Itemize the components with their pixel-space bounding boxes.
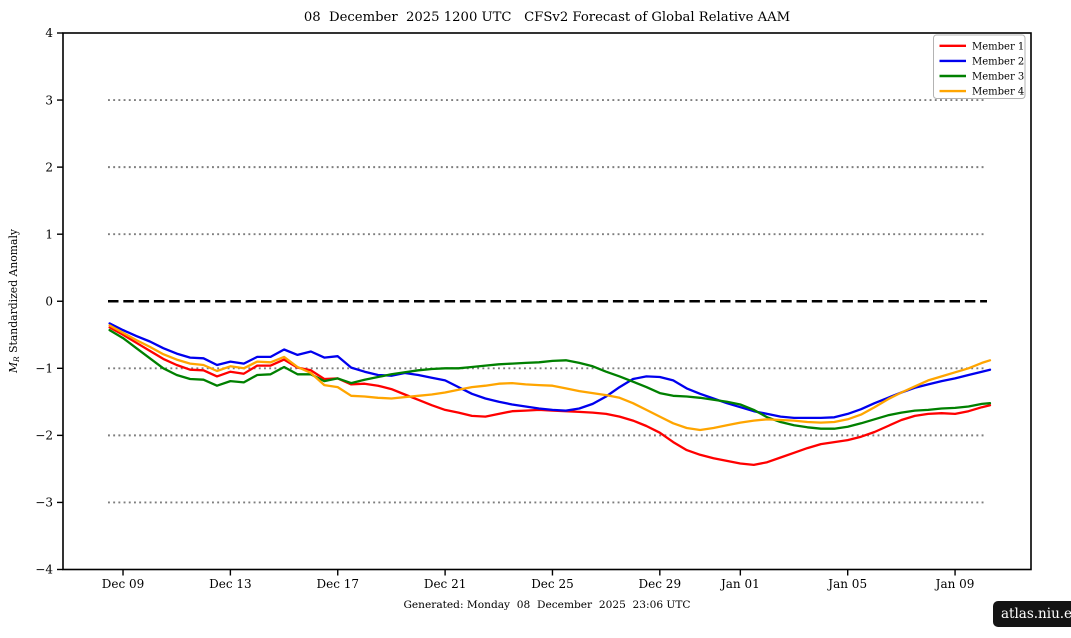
legend-label-member-1: Member 1 bbox=[972, 41, 1024, 52]
series-lines bbox=[108, 322, 992, 467]
y-tick-label: −3 bbox=[35, 496, 53, 510]
series-line-member-3 bbox=[108, 328, 992, 430]
x-tick-label: Jan 05 bbox=[826, 577, 867, 591]
series-line-member-4 bbox=[108, 324, 992, 432]
y-tick-label: −1 bbox=[35, 362, 53, 376]
y-tick-label: −2 bbox=[35, 429, 53, 443]
site-badge: atlas.niu.edu bbox=[993, 601, 1071, 627]
y-axis-label: MR Standardized Anomaly bbox=[7, 228, 21, 374]
x-tick-label: Dec 29 bbox=[639, 577, 682, 591]
legend-label-member-2: Member 2 bbox=[972, 57, 1024, 68]
chart-title: 08 December 2025 1200 UTC CFSv2 Forecast… bbox=[304, 10, 790, 25]
generated-timestamp: Generated: Monday 08 December 2025 23:06… bbox=[403, 599, 690, 611]
legend-box bbox=[933, 34, 1026, 99]
legend-label-member-3: Member 3 bbox=[972, 72, 1024, 83]
axis-ticks: 4 3 2 1 0 −1 −2 −3 −4 Dec 09 Dec 13 Dec 17 Dec 21 Dec… bbox=[35, 26, 974, 591]
x-tick-label: Dec 13 bbox=[209, 577, 252, 591]
legend-label-member-4: Member 4 bbox=[972, 87, 1024, 98]
y-tick-label: 4 bbox=[45, 26, 53, 40]
y-tick-label: −4 bbox=[35, 563, 53, 577]
x-tick-label: Dec 25 bbox=[531, 577, 574, 591]
x-tick-label: Dec 17 bbox=[316, 577, 359, 591]
y-tick-label: 3 bbox=[45, 93, 53, 107]
x-tick-label: Dec 21 bbox=[424, 577, 467, 591]
axes-frame bbox=[62, 32, 1032, 571]
y-tick-label: 1 bbox=[45, 227, 53, 241]
series-line-member-2 bbox=[108, 322, 992, 420]
x-tick-label: Jan 09 bbox=[934, 577, 975, 591]
legend: Member 1 Member 2 Member 3 Member 4 bbox=[933, 34, 1026, 99]
x-tick-label: Dec 09 bbox=[102, 577, 145, 591]
x-tick-label: Jan 01 bbox=[719, 577, 760, 591]
y-tick-label: 0 bbox=[45, 294, 53, 308]
series-line-member-1 bbox=[108, 326, 992, 467]
gridlines bbox=[108, 99, 987, 504]
y-tick-label: 2 bbox=[45, 160, 53, 174]
